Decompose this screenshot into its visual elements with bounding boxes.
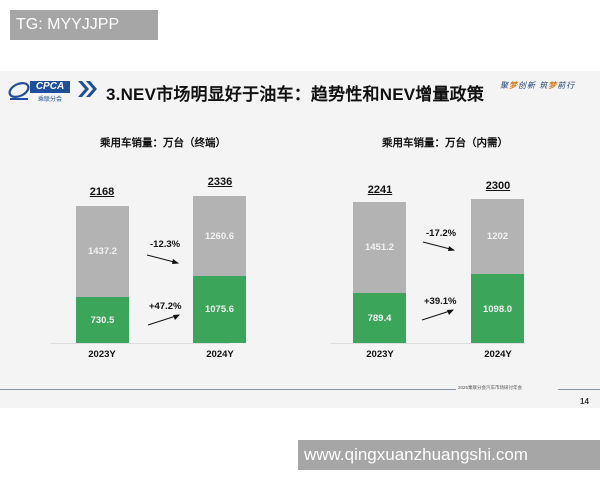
chart1-label-ice-2023: 1437.2 [87,246,118,257]
chart2-total-2023: 2241 [367,184,393,196]
slogan-accent: 梦 [548,81,558,90]
slide-title: 3.NEV市场明显好于油车：趋势性和NEV增量政策 [106,85,485,104]
chart1-bar-nev-2023 [76,297,129,343]
slogan-part: 创新 筑 [518,81,549,90]
chart1-nev-change: +47.2% [149,301,182,312]
chart1-xlabel-2024: 2024Y [206,349,234,360]
slogan-accent: 梦 [509,81,518,90]
arrow-up-icon [147,314,180,326]
chart2-label-nev-2023: 789.4 [367,313,392,324]
chart1-bar-ice-2024 [193,196,246,276]
slogan: 聚梦创新 筑梦前行 [500,80,575,91]
chart2-ice-change: -17.2% [426,228,457,239]
chart1-xlabel-2023: 2023Y [88,349,116,360]
arrow-down-icon [146,254,179,264]
chart1-bar-nev-2024 [193,276,246,343]
chart1-ice-change: -12.3% [150,239,181,250]
chart1-total-2024: 2336 [207,176,233,188]
chart1-title: 乘用车销量：万台（终端） [100,137,226,149]
page-number: 14 [580,397,589,406]
chart2-bar-nev-2023 [353,293,406,343]
chart2-label-ice-2023: 1451.2 [364,242,395,253]
chart2-label-ice-2024: 1202 [486,231,509,242]
slide: CPCA 乘联分会 3.NEV市场明显好于油车：趋势性和NEV增量政策 聚梦创新… [0,71,600,408]
logo-swoosh-icon [8,82,30,100]
chart1-axis [50,343,230,344]
chart2-total-2024: 2300 [485,180,511,192]
chart1-label-nev-2024: 1075.6 [204,304,235,315]
cpca-logo: CPCA 乘联分会 [8,79,70,103]
chart2-xlabel-2024: 2024Y [484,349,512,360]
watermark-top: TG: MYYJJPP [10,10,158,40]
footer-line [558,389,600,390]
chart1-label-ice-2024: 1260.6 [204,231,235,242]
logo-subtext: 乘联分会 [38,97,63,103]
chart2-bar-ice-2024 [471,199,524,274]
chart2-label-nev-2024: 1098.0 [482,304,513,315]
chart2-nev-change: +39.1% [424,296,457,307]
chart1-total-2023: 2168 [89,186,115,198]
chart2-axis [330,343,525,344]
chart2-bar-nev-2024 [471,274,524,343]
footer-line [0,389,456,390]
chart1-label-nev-2023: 730.5 [90,315,115,326]
arrow-up-icon [421,309,454,321]
slogan-part: 聚 [500,81,509,90]
watermark-bottom: www.qingxuanzhuangshi.com [298,440,600,470]
slogan-part: 前行 [557,81,576,90]
chart2-bar-ice-2023 [353,202,406,293]
footer-note: 2025乘联分会汽车市场研讨年会 [458,385,523,390]
chart1-bar-ice-2023 [76,206,129,297]
chart2-title: 乘用车销量：万台（内需） [382,137,508,149]
chart2-xlabel-2023: 2023Y [366,349,394,360]
arrow-down-icon [422,241,455,251]
double-chevron-right-icon [78,81,97,97]
logo-brand: CPCA [30,81,70,93]
